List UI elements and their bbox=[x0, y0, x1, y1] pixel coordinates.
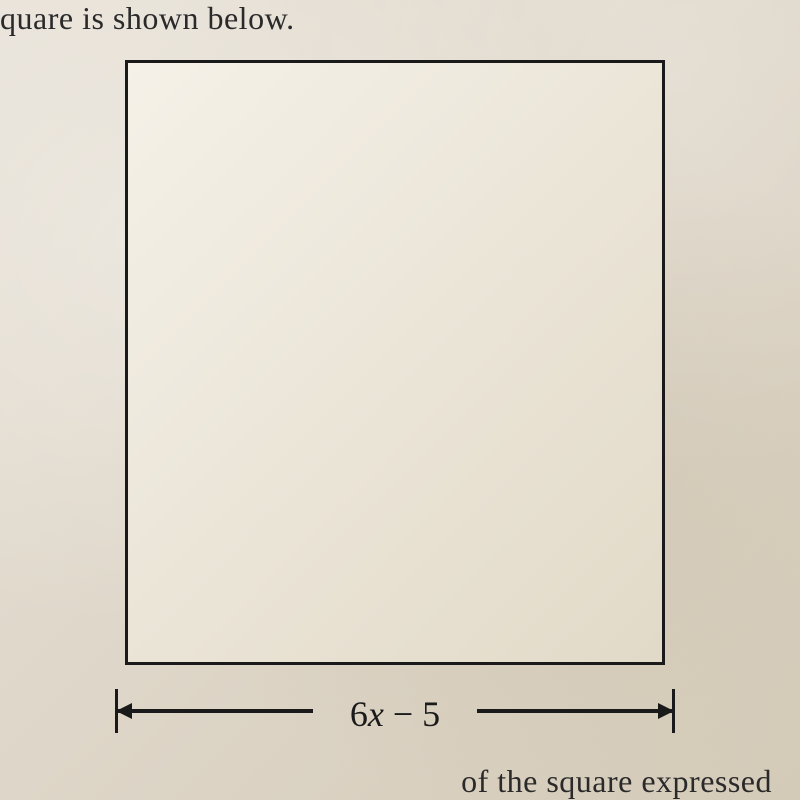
dimension-label: 6x − 5 bbox=[350, 693, 440, 735]
square-shape bbox=[125, 60, 665, 665]
dimension-arrow-right bbox=[477, 709, 672, 713]
dimension-indicator: 6x − 5 bbox=[115, 694, 675, 734]
dimension-arrow-left bbox=[118, 709, 313, 713]
partial-text-top: quare is shown below. bbox=[0, 0, 295, 37]
variable: x bbox=[368, 694, 384, 734]
constant: 5 bbox=[422, 694, 440, 734]
coefficient: 6 bbox=[350, 694, 368, 734]
partial-text-bottom: of the square expressed bbox=[461, 763, 772, 800]
dimension-tick-right bbox=[672, 689, 675, 733]
operator: − bbox=[393, 694, 413, 734]
